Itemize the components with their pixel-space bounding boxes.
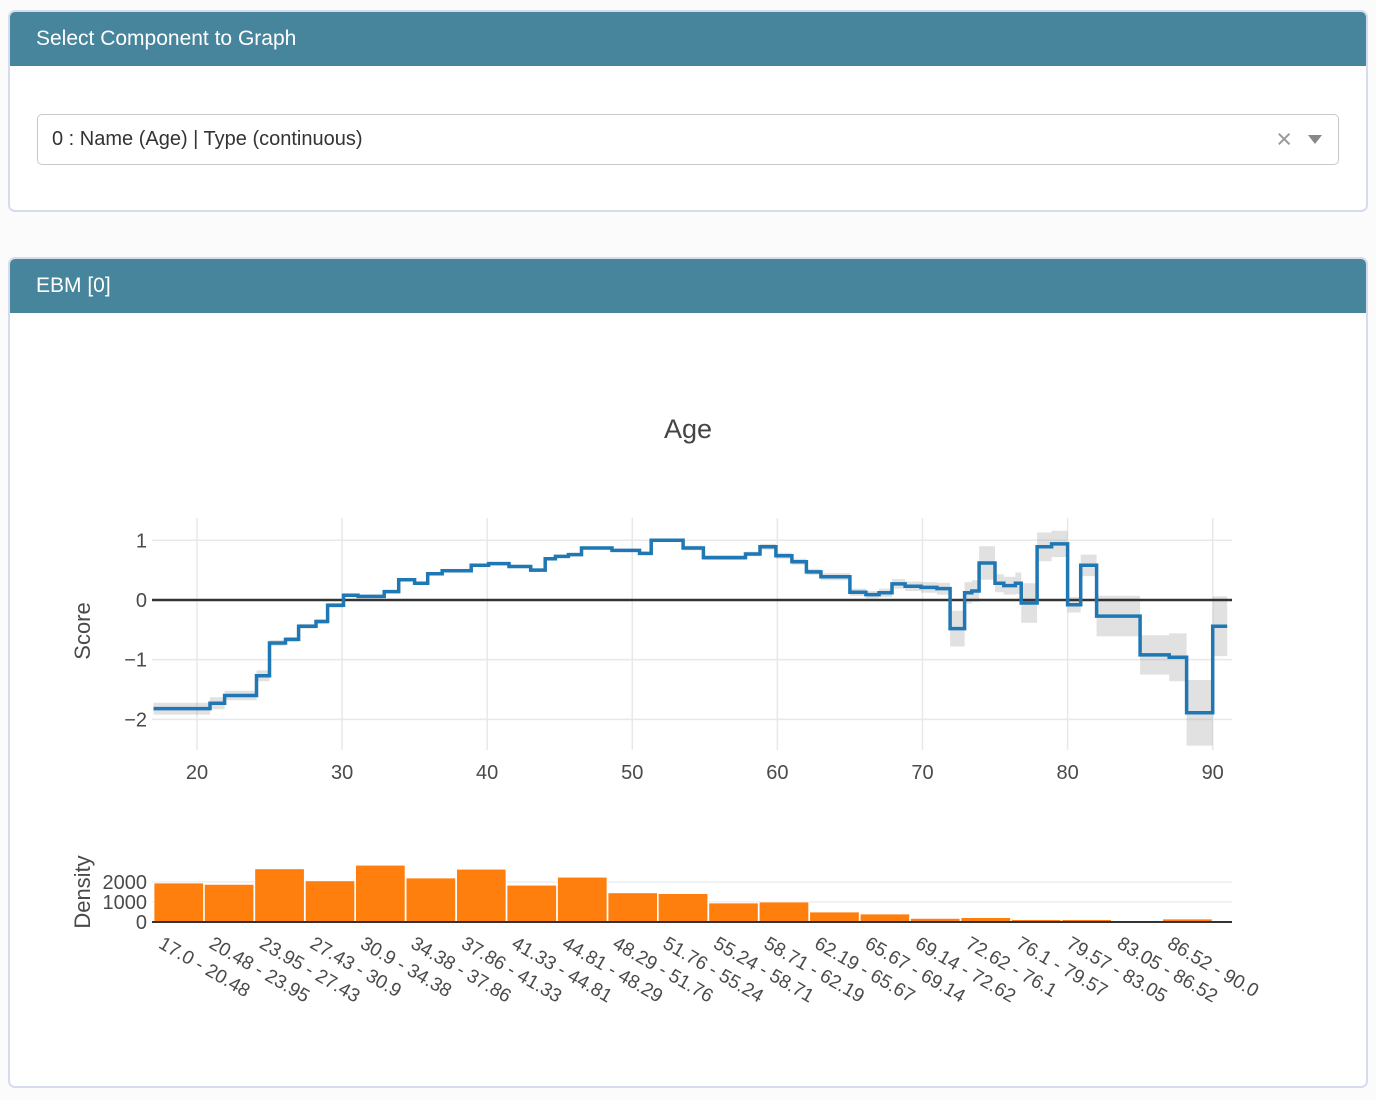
density-bar[interactable] <box>859 913 910 923</box>
svg-text:30: 30 <box>331 762 353 784</box>
density-bar[interactable] <box>153 882 204 923</box>
svg-text:70: 70 <box>911 762 933 784</box>
dropdown-controls: × <box>1276 115 1322 164</box>
ebm-panel-header: EBM [0] <box>10 259 1366 313</box>
svg-text:−1: −1 <box>124 650 147 672</box>
svg-text:1: 1 <box>136 530 147 552</box>
component-dropdown[interactable]: 0 : Name (Age) | Type (continuous) × <box>37 114 1339 165</box>
clear-icon[interactable]: × <box>1276 124 1292 154</box>
ebm-chart-area: Age 20 30 40 50 60 70 80 90 1 0 −1 −2 0 1000 2000 17.0 … <box>10 313 1366 1086</box>
density-bar[interactable] <box>607 892 658 923</box>
chevron-down-icon[interactable] <box>1308 135 1322 144</box>
svg-text:−2: −2 <box>124 709 147 731</box>
page: Select Component to Graph 0 : Name (Age)… <box>0 10 1376 1088</box>
density-bar[interactable] <box>557 876 608 923</box>
svg-text:60: 60 <box>766 762 788 784</box>
density-bar[interactable] <box>708 902 759 923</box>
svg-text:Density: Density <box>70 855 95 928</box>
density-bar[interactable] <box>506 884 557 923</box>
svg-text:0: 0 <box>136 590 147 612</box>
density-bar[interactable] <box>809 911 860 923</box>
density-bar[interactable] <box>254 868 305 923</box>
svg-text:2000: 2000 <box>103 872 148 894</box>
selector-panel-body: 0 : Name (Age) | Type (continuous) × <box>10 66 1366 210</box>
svg-text:50: 50 <box>621 762 643 784</box>
svg-text:40: 40 <box>476 762 498 784</box>
ebm-panel-title: EBM [0] <box>36 274 111 297</box>
density-bar[interactable] <box>456 868 507 923</box>
ebm-panel: EBM [0] Age 20 30 40 50 60 70 80 90 1 0 −1 −2 0 1000 2… <box>8 257 1368 1088</box>
density-bar[interactable] <box>758 901 810 923</box>
density-bar[interactable] <box>405 877 456 923</box>
svg-text:1000: 1000 <box>103 892 148 914</box>
svg-text:Score: Score <box>70 602 95 659</box>
svg-text:20: 20 <box>186 762 208 784</box>
density-bar[interactable] <box>657 893 709 923</box>
selector-panel: Select Component to Graph 0 : Name (Age)… <box>8 10 1368 212</box>
density-bar[interactable] <box>355 864 406 923</box>
svg-text:0: 0 <box>136 912 147 934</box>
svg-text:90: 90 <box>1202 762 1224 784</box>
selector-panel-title: Select Component to Graph <box>36 27 297 50</box>
svg-text:80: 80 <box>1056 762 1078 784</box>
density-bar[interactable] <box>304 880 356 923</box>
density-bar[interactable] <box>204 884 255 923</box>
component-dropdown-value: 0 : Name (Age) | Type (continuous) <box>52 128 363 150</box>
chart-title: Age <box>663 414 713 444</box>
selector-panel-header: Select Component to Graph <box>10 12 1366 66</box>
